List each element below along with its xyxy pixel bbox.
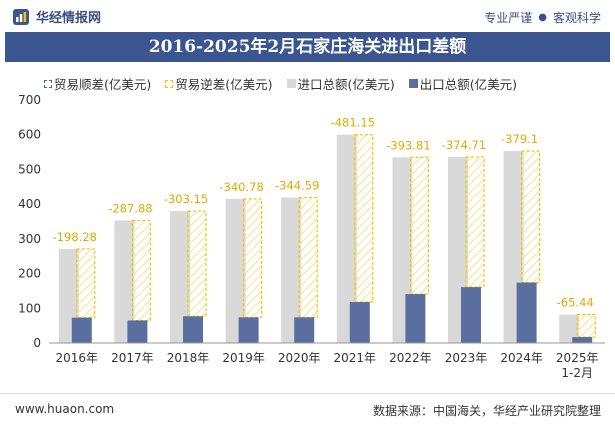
slogan-left: 专业严谨 <box>484 11 533 25</box>
bar-import[interactable] <box>559 314 580 343</box>
legend-label-deficit: 贸易逆差(亿美元) <box>175 77 273 92</box>
bar-deficit[interactable] <box>131 219 151 322</box>
bar-import[interactable] <box>225 198 246 343</box>
data-label-deficit: -287.88 <box>108 201 152 215</box>
bar-export[interactable] <box>127 320 148 343</box>
bullet-icon: ● <box>538 12 547 23</box>
brand-name: 华经情报网 <box>36 11 102 26</box>
slogan: 专业严谨 ● 客观科学 <box>484 9 601 26</box>
x-tick-label: 2021年 <box>334 351 377 365</box>
legend-label-surplus: 贸易顺差(亿美元) <box>54 77 152 92</box>
data-label-deficit: -65.44 <box>557 296 594 310</box>
legend-item-export[interactable]: 出口总额(亿美元) <box>408 74 518 93</box>
x-axis: 2016年 2017年 2018年 2019年 2020年 2021年 2022年 2023年… <box>49 342 605 380</box>
data-label-deficit: -198.28 <box>53 230 97 244</box>
bar-export[interactable] <box>516 282 537 343</box>
bars-group: -198.28 -287.88 -303.15 -340.78 -344.59 -481.… <box>53 116 596 343</box>
bar-export[interactable] <box>183 316 203 343</box>
bar-deficit[interactable] <box>520 150 541 284</box>
x-tick-label: 2024年 <box>500 351 543 365</box>
data-label-deficit: -340.78 <box>219 180 263 194</box>
y-tick-label: 700 <box>18 93 41 107</box>
bar-export[interactable] <box>572 337 593 343</box>
y-tick-label: 600 <box>18 128 41 142</box>
data-label-deficit: -481.15 <box>331 116 375 130</box>
x-tick-label: 2016年 <box>56 351 99 365</box>
legend-item-import[interactable]: 进口总额(亿美元) <box>286 74 395 93</box>
chart-legend: 贸易顺差(亿美元) 贸易逆差(亿美元) 进口总额(亿美元) 出口总额(亿美元) <box>44 74 517 93</box>
x-tick-label: 2020年 <box>278 351 321 365</box>
legend-swatch-deficit <box>165 79 174 88</box>
y-tick-label: 400 <box>18 197 41 211</box>
legend-item-surplus[interactable]: 贸易顺差(亿美元) <box>44 74 151 93</box>
y-tick-label: 300 <box>18 232 41 246</box>
legend-item-deficit[interactable]: 贸易逆差(亿美元) <box>165 74 273 93</box>
data-label-deficit: -379.1 <box>501 132 538 146</box>
bar-export[interactable] <box>238 317 259 343</box>
brand[interactable]: 华经情报网 <box>12 7 101 26</box>
data-label-deficit: -393.81 <box>386 138 430 152</box>
bar-deficit[interactable] <box>576 313 596 338</box>
bar-export[interactable] <box>294 317 315 343</box>
chart-title: 2016-2025年2月石家庄海关进出口差额 <box>148 37 467 57</box>
x-tick-label: 2018年 <box>167 351 210 365</box>
top-bar: 华经情报网 专业严谨 ● 客观科学 <box>0 0 615 31</box>
y-tick-label: 200 <box>18 267 41 281</box>
x-tick-label: 2017年 <box>111 351 154 365</box>
bar-export[interactable] <box>461 287 481 343</box>
y-tick-label: 100 <box>18 301 41 315</box>
bar-deficit[interactable] <box>243 198 263 318</box>
bar-export[interactable] <box>71 317 92 343</box>
legend-swatch-export <box>408 79 418 88</box>
data-label-deficit: -344.59 <box>275 179 319 193</box>
legend-swatch-surplus <box>44 79 52 88</box>
title-bar: 2016-2025年2月石家庄海关进出口差额 <box>5 32 610 62</box>
bar-deficit[interactable] <box>354 134 374 303</box>
legend-label-import: 进口总额(亿美元) <box>297 77 395 92</box>
data-label-deficit: -374.71 <box>442 138 486 152</box>
footer-website[interactable]: www.huaon.com <box>15 402 115 416</box>
bar-import[interactable] <box>114 220 135 343</box>
bar-deficit[interactable] <box>298 196 318 318</box>
y-tick-label: 0 <box>33 336 41 350</box>
bar-deficit[interactable] <box>409 156 429 295</box>
x-tick-label: 2022年 <box>389 351 432 365</box>
x-tick-label: 2019年 <box>222 351 265 365</box>
y-axis: 0 100 200 300 400 500 600 700 <box>18 93 41 350</box>
slogan-right: 客观科学 <box>552 11 601 25</box>
data-label-deficit: -303.15 <box>164 192 208 206</box>
y-tick-label: 500 <box>18 162 41 176</box>
footer: www.huaon.com 数据来源：中国海关，华经产业研究院整理 <box>0 393 615 428</box>
bar-export[interactable] <box>349 302 370 343</box>
bar-deficit[interactable] <box>465 156 485 288</box>
bar-import[interactable] <box>281 197 302 343</box>
bar-deficit[interactable] <box>187 210 207 317</box>
legend-label-export: 出口总额(亿美元) <box>419 77 518 92</box>
legend-swatch-import <box>286 79 296 88</box>
bar-import[interactable] <box>170 211 190 343</box>
footer-source: 数据来源：中国海关，华经产业研究院整理 <box>372 404 601 418</box>
bar-deficit[interactable] <box>76 248 96 319</box>
brand-logo-icon <box>13 8 29 25</box>
bar-import[interactable] <box>336 134 357 343</box>
x-tick-label: 2023年 <box>445 351 488 365</box>
bar-export[interactable] <box>405 294 426 343</box>
x-tick-label: 2025年 1-2月 <box>556 351 599 380</box>
